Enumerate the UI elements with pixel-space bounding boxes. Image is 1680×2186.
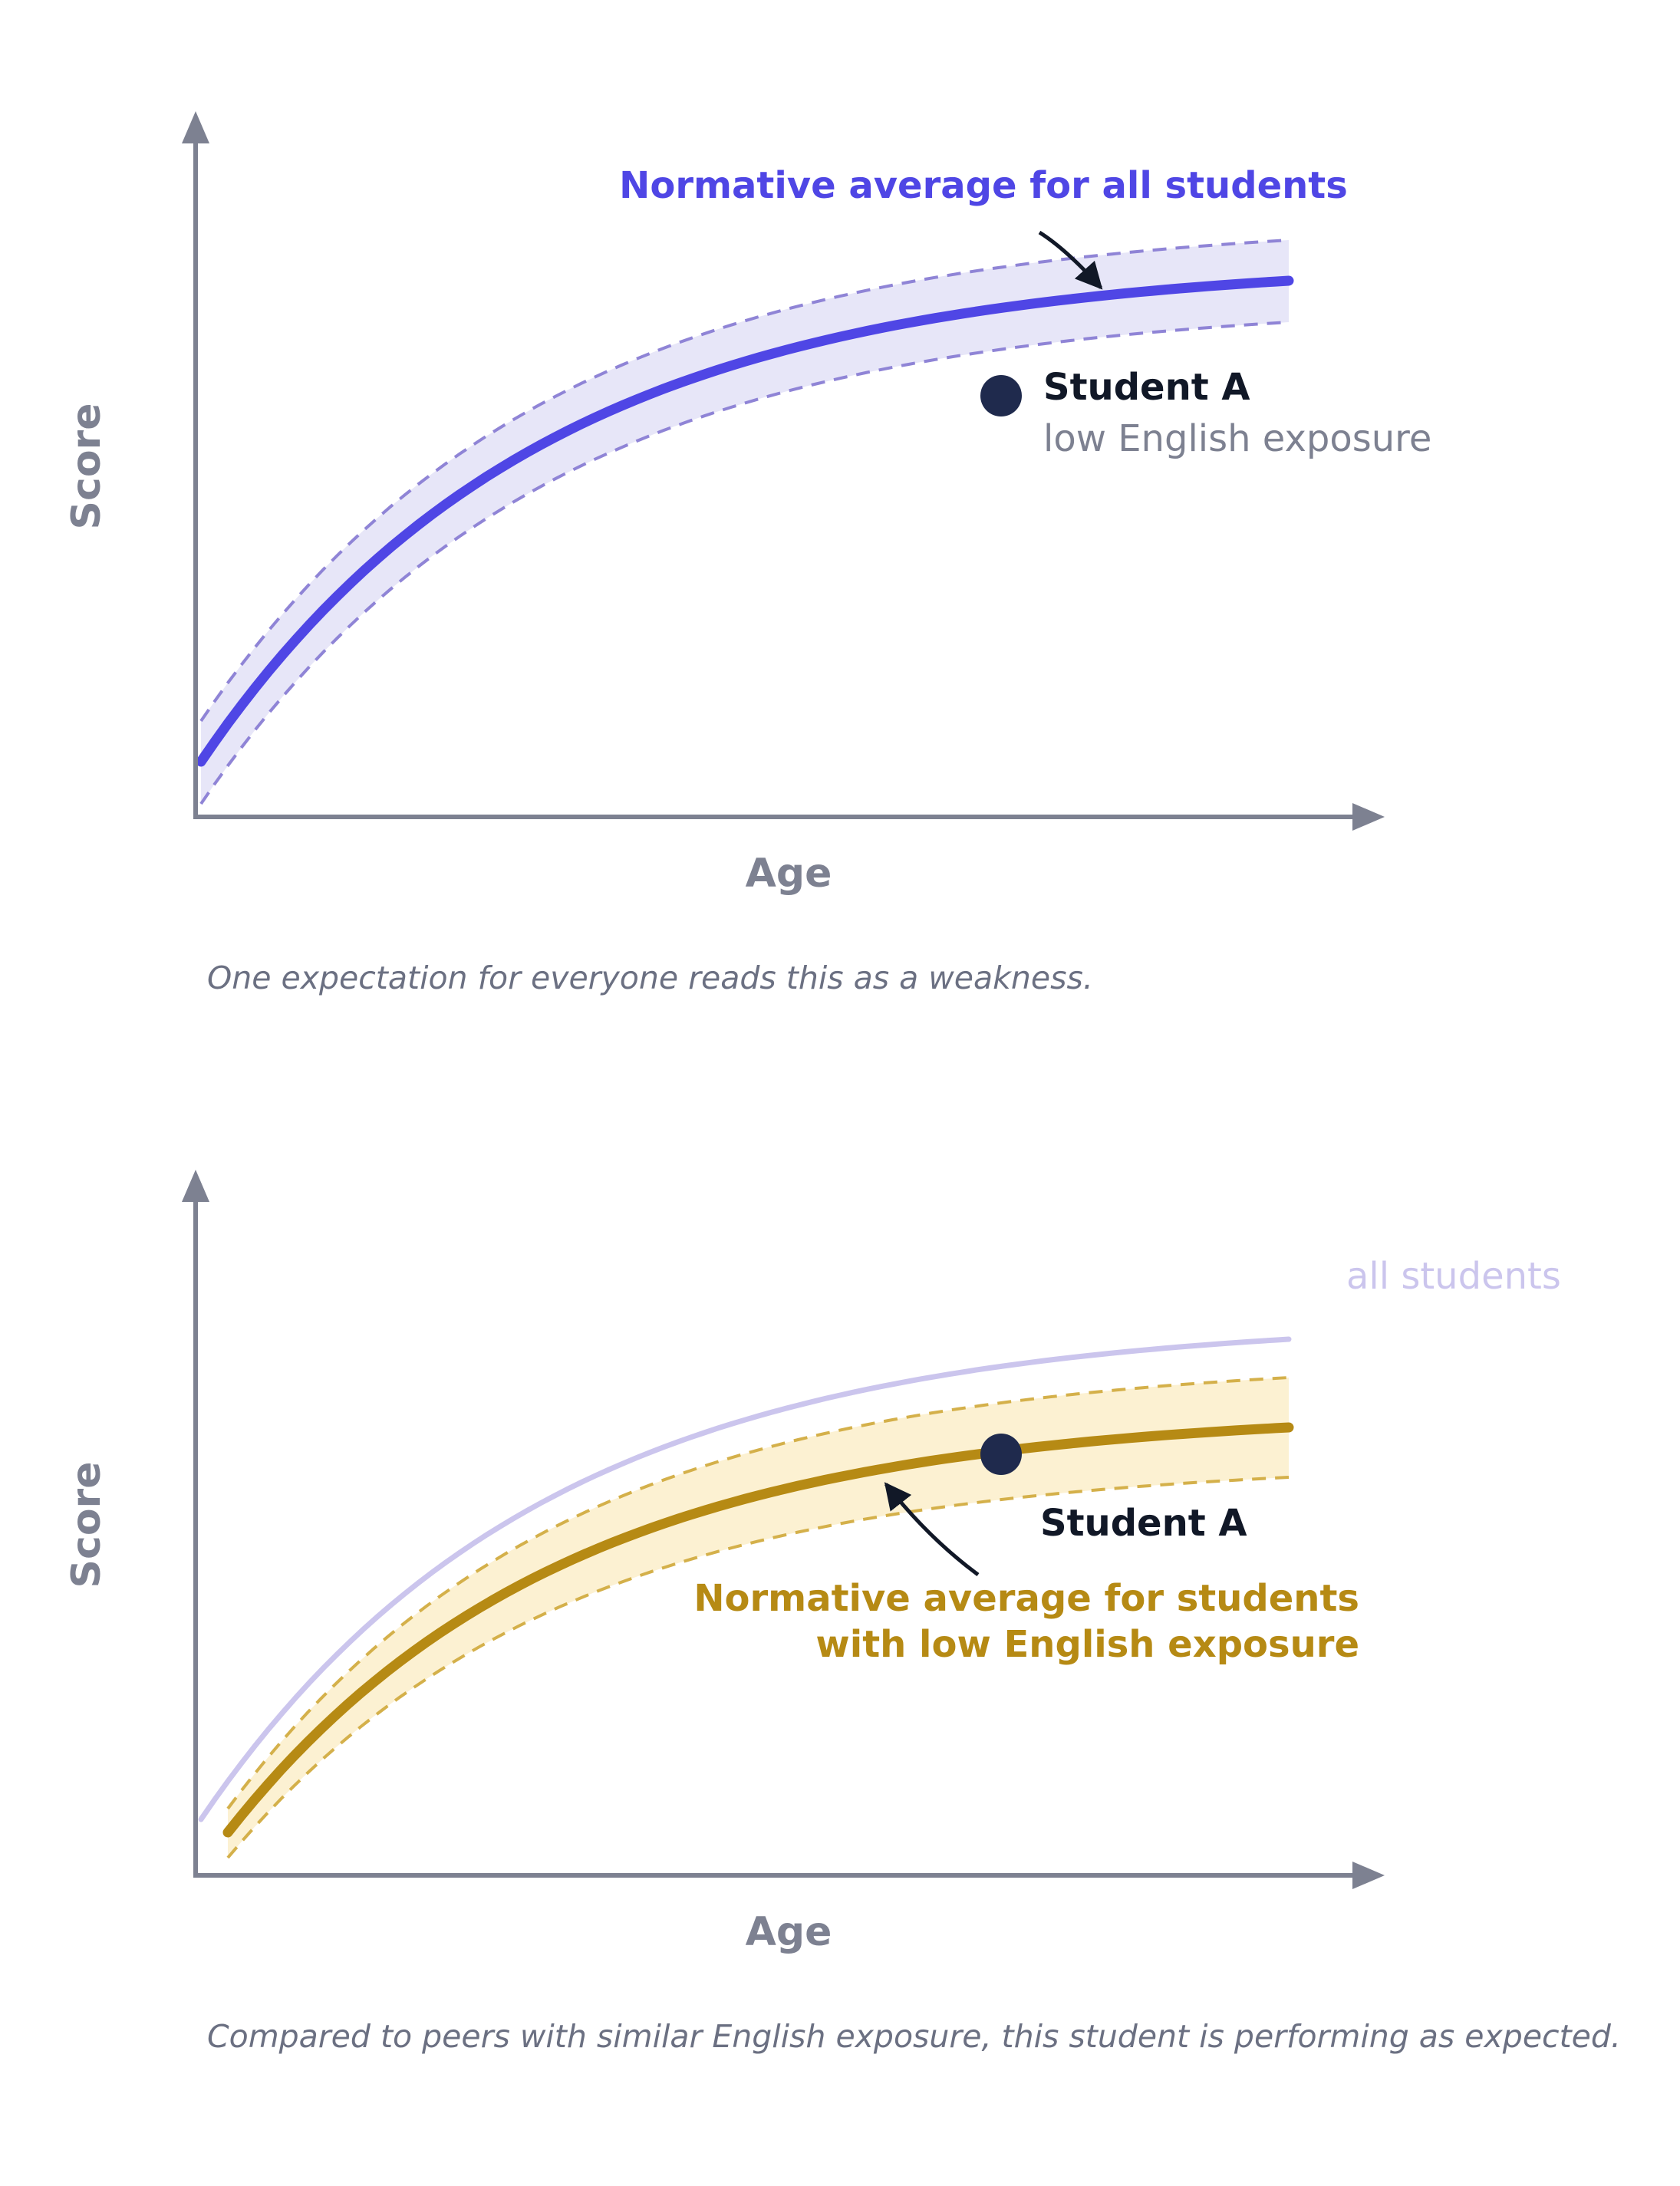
band-lower-bound-low-exposure xyxy=(226,1476,1290,1859)
normative-band-all-students xyxy=(201,240,1289,804)
curve-label-pointer-arrow xyxy=(884,1482,980,1577)
band-upper-bound-low-exposure xyxy=(226,1376,1290,1810)
x-axis-arrowhead xyxy=(1352,803,1385,831)
panel-low-english-exposure: Score Age all students Student A Normati… xyxy=(64,1170,1621,2055)
reference-curve-all-students xyxy=(198,1336,1292,1822)
student-a-sublabel: low English exposure xyxy=(1043,417,1431,460)
y-axis-label: Score xyxy=(64,403,110,530)
panel-all-students: Score Age Normative average for all stud… xyxy=(64,111,1431,996)
curve-label-pointer-arrow xyxy=(1038,230,1103,290)
student-a-label: Student A xyxy=(1040,1502,1247,1545)
y-axis-arrowhead xyxy=(182,111,209,143)
band-lower-bound-all-students xyxy=(199,321,1290,805)
normative-curve-all-students xyxy=(196,275,1294,767)
curve-label-low-exposure-line1: Normative average for students xyxy=(693,1577,1359,1620)
panel-caption: One expectation for everyone reads this … xyxy=(207,960,1093,996)
y-axis-label: Score xyxy=(64,1462,110,1588)
normative-band-low-exposure xyxy=(228,1378,1289,1858)
reference-label-all-students: all students xyxy=(1346,1255,1561,1298)
panel-caption: Compared to peers with similar English e… xyxy=(207,2018,1621,2055)
band-upper-bound-all-students xyxy=(199,239,1290,723)
curve-label-low-exposure-line2: with low English exposure xyxy=(815,1623,1359,1666)
curve-label-all-students: Normative average for all students xyxy=(619,164,1348,207)
normative-curve-low-exposure xyxy=(222,1422,1294,1838)
student-a-marker xyxy=(980,375,1022,416)
x-axis-label: Age xyxy=(746,851,832,897)
x-axis-arrowhead xyxy=(1352,1862,1385,1889)
student-a-marker xyxy=(980,1434,1022,1475)
y-axis-arrowhead xyxy=(182,1170,209,1202)
student-a-label: Student A xyxy=(1043,366,1250,409)
x-axis-label: Age xyxy=(746,1909,832,1955)
